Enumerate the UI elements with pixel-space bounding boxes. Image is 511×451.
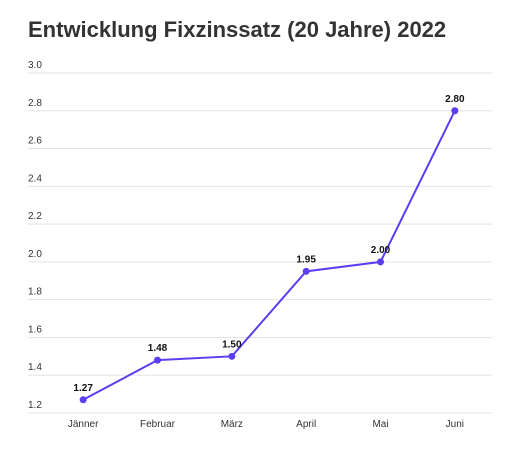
y-tick-label: 3.0 xyxy=(28,60,42,71)
y-tick-label: 1.6 xyxy=(28,324,42,335)
y-tick-label: 2.2 xyxy=(28,211,42,222)
chart-title: Entwicklung Fixzinssatz (20 Jahre) 2022 xyxy=(28,17,446,42)
point xyxy=(154,356,161,364)
series-line xyxy=(82,110,456,401)
value-label: 1.27 xyxy=(73,383,93,394)
y-tick-label: 1.4 xyxy=(28,362,42,373)
point xyxy=(79,396,87,404)
point xyxy=(228,352,236,360)
y-tick-label: 1.2 xyxy=(28,400,42,411)
value-label: 2.00 xyxy=(371,245,391,256)
y-tick-label: 2.4 xyxy=(28,173,42,184)
x-tick-label: Mai xyxy=(372,419,388,430)
value-label: 1.95 xyxy=(296,254,316,265)
y-tick-label: 2.0 xyxy=(28,249,42,260)
x-tick-label: Februar xyxy=(140,419,176,430)
value-label: 1.50 xyxy=(222,339,242,350)
x-tick-label: April xyxy=(296,419,316,430)
x-tick-label: März xyxy=(221,419,243,430)
value-label: 2.80 xyxy=(445,94,465,105)
y-tick-label: 2.6 xyxy=(28,136,42,147)
y-tick-label: 2.8 xyxy=(28,98,42,109)
point xyxy=(377,258,384,266)
x-tick-label: Juni xyxy=(446,419,464,430)
point xyxy=(451,107,459,115)
x-tick-label: Jänner xyxy=(68,419,99,430)
value-label: 1.48 xyxy=(148,343,168,354)
point xyxy=(302,267,310,275)
y-tick-label: 1.8 xyxy=(28,287,42,298)
